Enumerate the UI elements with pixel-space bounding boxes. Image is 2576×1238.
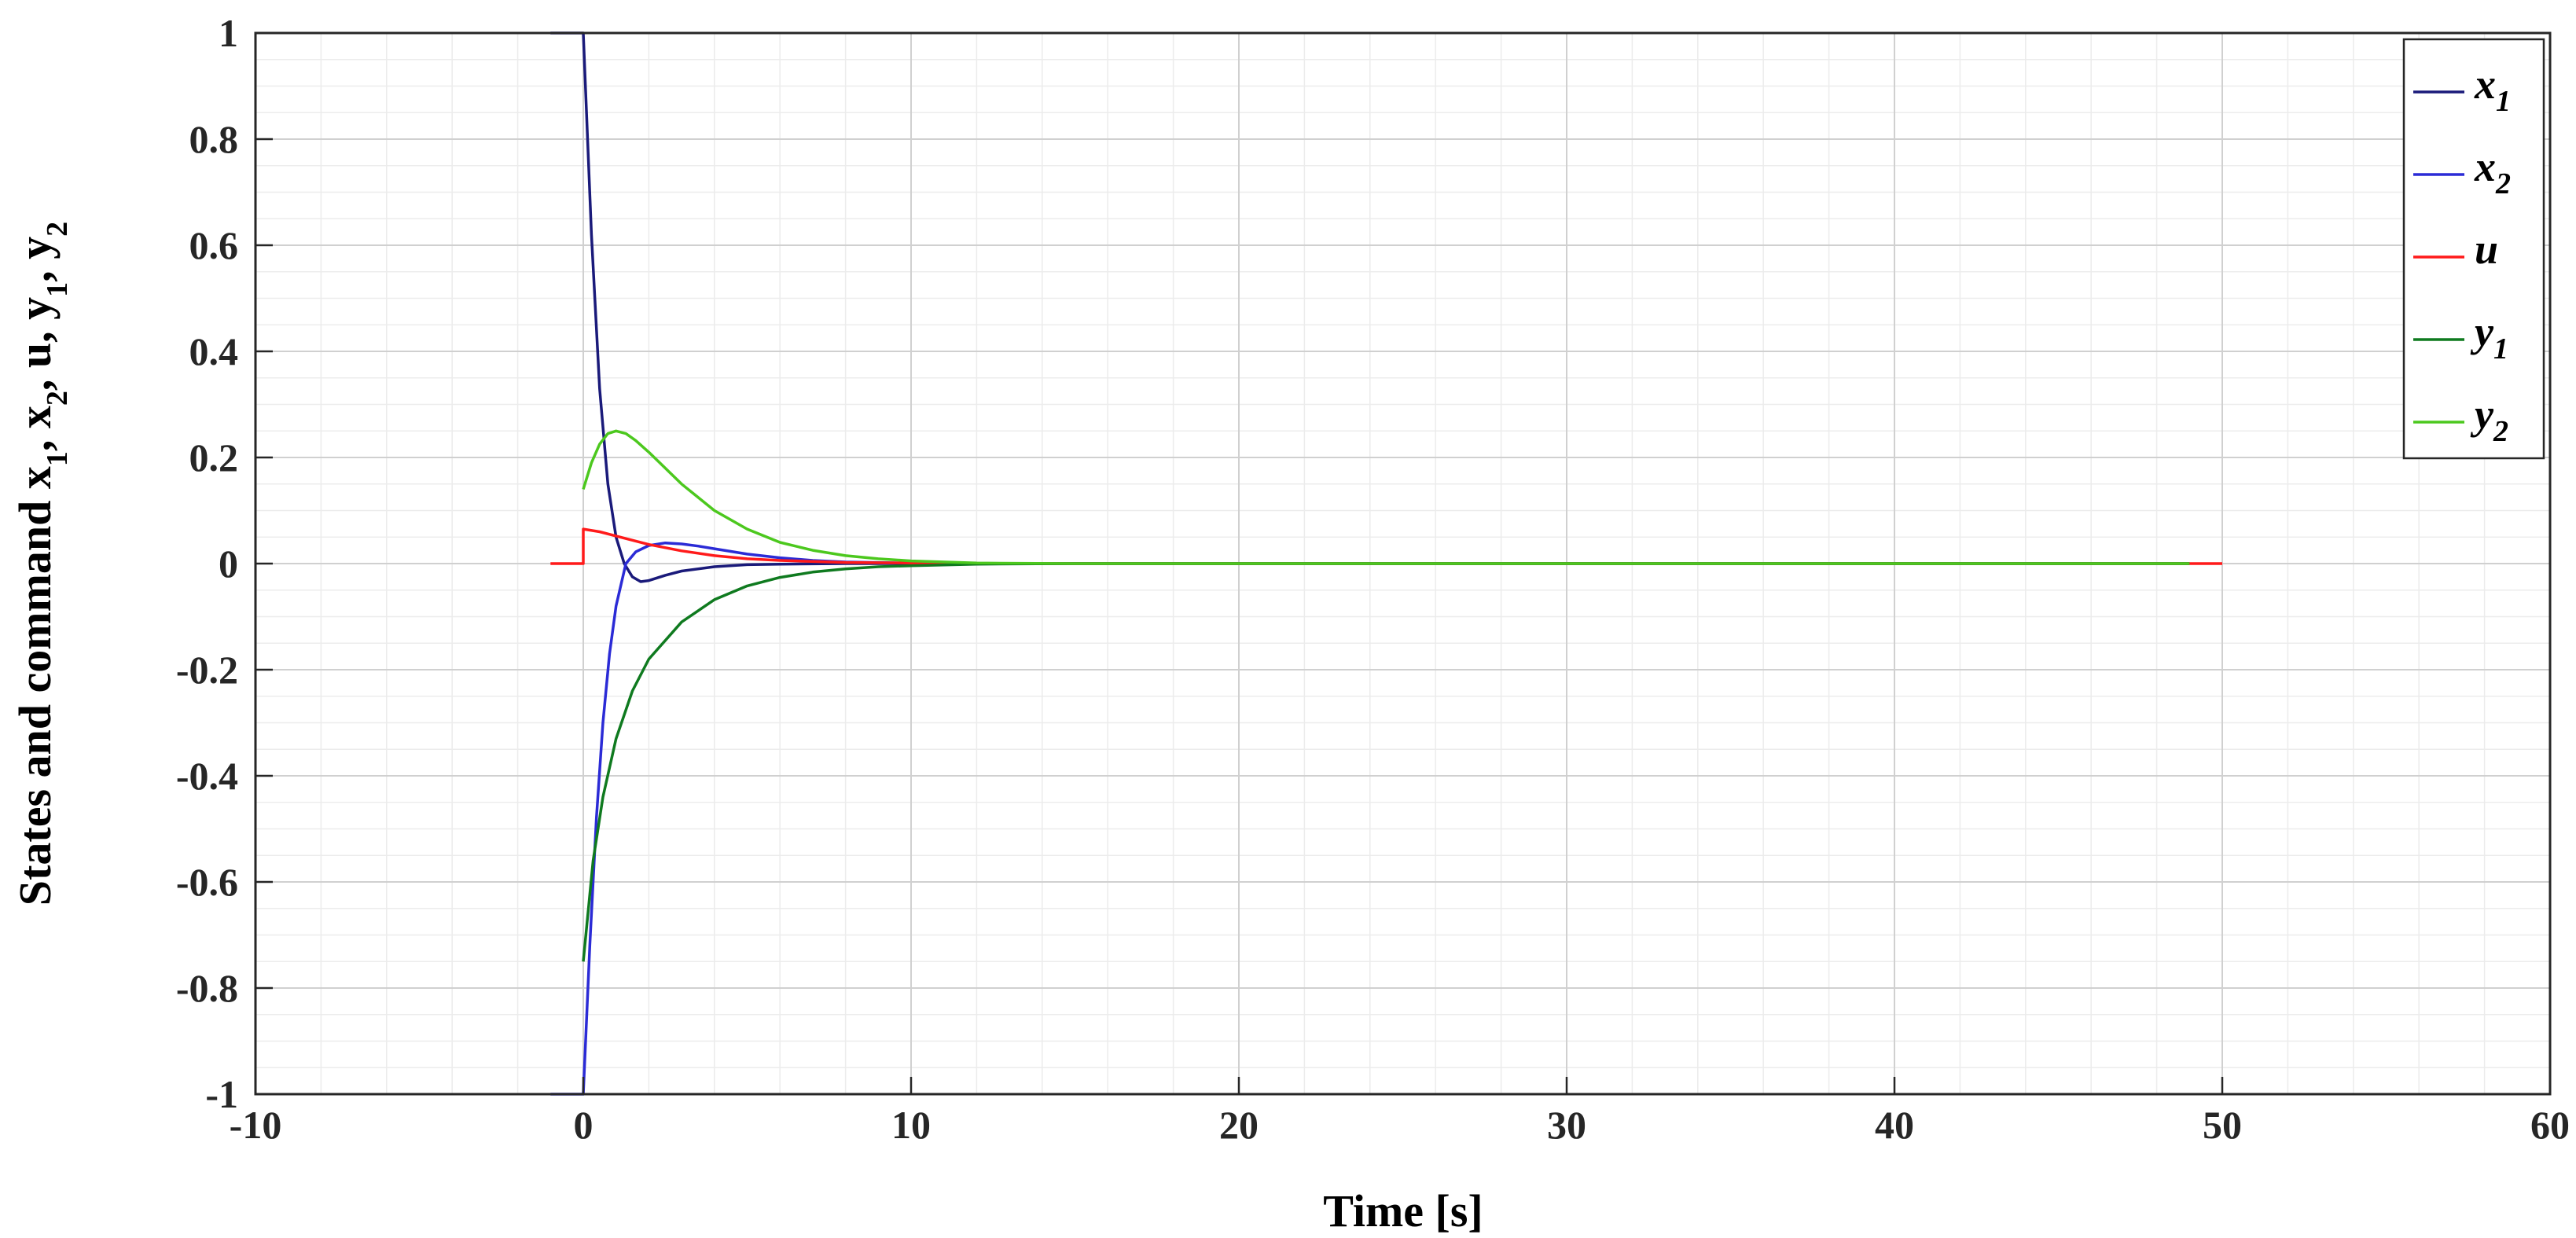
legend: x1 x2 u y1 y2 [2402, 38, 2545, 460]
series-line-y1 [582, 562, 2190, 962]
legend-label-y1: y1 [2470, 308, 2508, 366]
y-tick-label: -0.4 [176, 754, 238, 798]
y-tick-label: 1 [219, 11, 238, 55]
legend-label-y2: y2 [2470, 391, 2508, 448]
legend-label-x2: x2 [2474, 143, 2511, 200]
y-tick-label: -0.2 [176, 648, 238, 692]
y-tick-label: -1 [205, 1072, 238, 1116]
x-tick-label: 50 [2203, 1103, 2242, 1147]
x-tick-label: 60 [2530, 1103, 2570, 1147]
x-axis-ticks: -10 0 10 20 30 40 50 60 [230, 1077, 2570, 1147]
x-tick-label: 30 [1547, 1103, 1586, 1147]
x-axis-label: Time [s] [1323, 1185, 1483, 1236]
x-tick-label: -10 [230, 1103, 282, 1147]
legend-label-x1: x1 [2474, 61, 2511, 118]
y-tick-label: -0.8 [176, 966, 238, 1010]
legend-label-u: u [2475, 226, 2498, 273]
y-tick-label: 0 [219, 542, 238, 586]
y-tick-label: 0.8 [189, 117, 239, 161]
x-tick-label: 10 [891, 1103, 931, 1147]
y-axis-ticks: -1 -0.8 -0.6 -0.4 -0.2 0 0.2 0.4 0.6 0.8 1 [176, 11, 273, 1116]
series-line-y2 [582, 429, 2190, 565]
y-tick-label: 0.4 [189, 329, 239, 373]
y-tick-label: -0.6 [176, 860, 238, 904]
legend-box [2402, 38, 2545, 460]
y-axis-label: States and command x1, x2, u, y1, y2 [9, 222, 74, 906]
series-layer [550, 31, 2222, 1096]
x-tick-label: 20 [1219, 1103, 1259, 1147]
y-tick-label: 0.6 [189, 223, 239, 267]
x-tick-label: 40 [1875, 1103, 1914, 1147]
y-tick-label: 0.2 [189, 435, 239, 479]
x-tick-label: 0 [574, 1103, 593, 1147]
